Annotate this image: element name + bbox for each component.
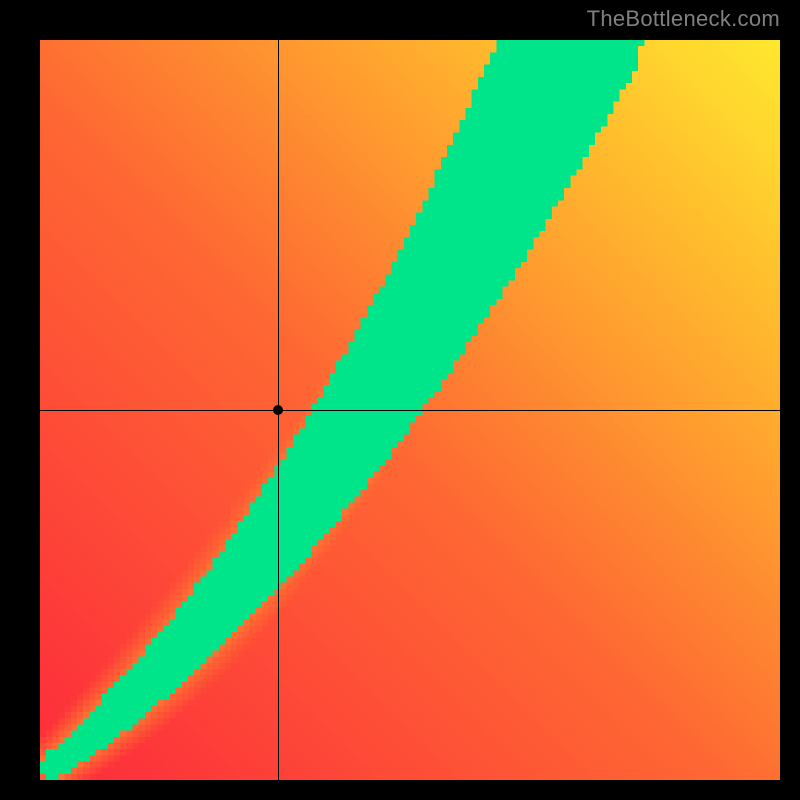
watermark-label: TheBottleneck.com: [587, 6, 780, 32]
crosshair-horizontal-line: [40, 410, 780, 411]
crosshair-dot: [273, 405, 283, 415]
plot-area: [40, 40, 780, 780]
chart-container: TheBottleneck.com: [0, 0, 800, 800]
